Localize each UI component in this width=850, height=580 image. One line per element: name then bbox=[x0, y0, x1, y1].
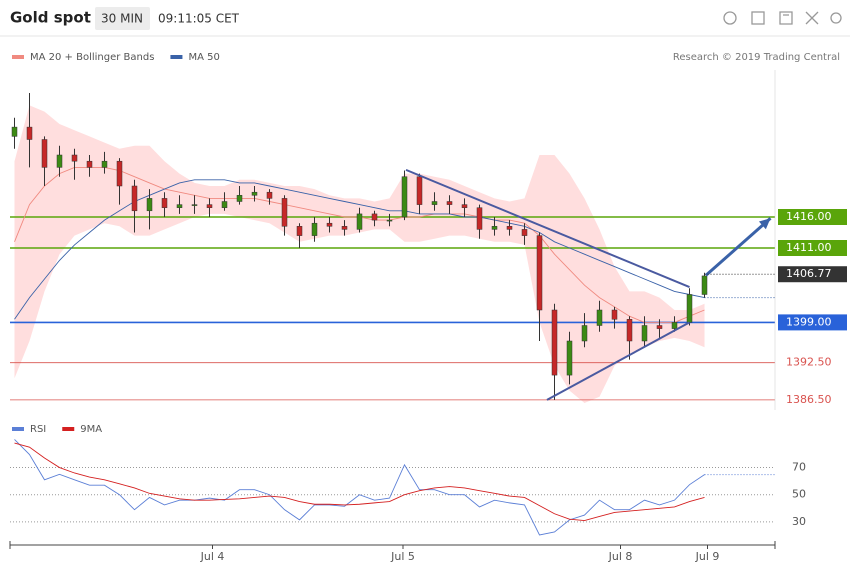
indicator-line bbox=[14, 442, 705, 521]
candle-body bbox=[596, 309, 603, 326]
candle-body bbox=[341, 226, 348, 230]
candle-body bbox=[161, 198, 168, 208]
candle-body bbox=[266, 191, 273, 199]
level-label: 1411.00 bbox=[786, 241, 832, 254]
level-label: 1386.50 bbox=[786, 393, 832, 406]
candle-body bbox=[101, 160, 108, 168]
candle-body bbox=[191, 204, 198, 206]
last-price-label: 1406.77 bbox=[786, 267, 832, 280]
y-tick-label: 50 bbox=[792, 488, 806, 501]
legend-label: MA 20 + Bollinger Bands bbox=[30, 52, 154, 63]
legend-swatch bbox=[62, 427, 75, 431]
projection-arrowhead bbox=[758, 218, 771, 230]
candle-body bbox=[656, 325, 663, 329]
legend-swatch bbox=[12, 55, 24, 59]
trendline bbox=[405, 168, 690, 288]
ma-line bbox=[14, 179, 705, 320]
indicator-line bbox=[14, 439, 705, 536]
interval[interactable]: 30 MIN bbox=[101, 12, 143, 26]
legend-label: MA 50 bbox=[188, 52, 219, 63]
candle-body bbox=[146, 198, 153, 212]
candle-body bbox=[401, 176, 408, 218]
candle-body bbox=[506, 226, 513, 230]
candle-body bbox=[131, 185, 138, 212]
level-tag bbox=[778, 314, 847, 331]
candle-body bbox=[326, 222, 333, 227]
candle-body bbox=[446, 201, 453, 205]
candle-body bbox=[356, 213, 363, 230]
legend-swatch bbox=[170, 55, 183, 59]
candle-body bbox=[416, 176, 423, 205]
candle-body bbox=[461, 204, 468, 208]
x-tick-label: Jul 9 bbox=[695, 550, 720, 563]
instrument-title: Gold spot bbox=[10, 9, 91, 27]
candle-body bbox=[26, 126, 33, 140]
y-tick-label: 30 bbox=[792, 515, 806, 528]
candle-body bbox=[281, 198, 288, 227]
candle-body bbox=[251, 191, 258, 196]
level-tag bbox=[778, 209, 847, 225]
level-label: 1416.00 bbox=[786, 210, 832, 223]
candle-body bbox=[551, 309, 558, 376]
toolbar-icons[interactable] bbox=[723, 11, 842, 25]
projection-arrow bbox=[705, 217, 772, 277]
candle-body bbox=[671, 322, 678, 329]
last-price-tag bbox=[778, 266, 847, 283]
candle-body bbox=[581, 325, 588, 342]
candle-body bbox=[491, 226, 498, 230]
candle-body bbox=[371, 213, 378, 221]
candle-body bbox=[176, 204, 183, 208]
x-tick-label: Jul 8 bbox=[608, 550, 633, 563]
candle-body bbox=[686, 294, 693, 323]
interval-box[interactable] bbox=[95, 7, 150, 30]
x-tick-label: Jul 5 bbox=[390, 550, 415, 563]
legend-label: 9MA bbox=[80, 424, 102, 435]
candle-body bbox=[311, 222, 318, 236]
candle-body bbox=[71, 154, 78, 162]
candle-body bbox=[701, 275, 708, 295]
x-tick-label: Jul 4 bbox=[200, 550, 225, 563]
candle-body bbox=[11, 126, 18, 137]
trendline bbox=[546, 321, 690, 401]
candle-body bbox=[296, 226, 303, 236]
level-label: 1399.00 bbox=[786, 315, 832, 328]
candle-body bbox=[386, 219, 393, 222]
candle-body bbox=[626, 319, 633, 342]
legend-label: RSI bbox=[30, 424, 46, 435]
timestamp: 09:11:05 CET bbox=[158, 12, 240, 26]
legend-swatch bbox=[12, 427, 24, 431]
candle-body bbox=[41, 139, 48, 168]
candle-body bbox=[536, 235, 543, 311]
level-label: 1392.50 bbox=[786, 356, 832, 369]
candle-body bbox=[236, 195, 243, 202]
candle-body bbox=[476, 207, 483, 230]
candle-body bbox=[521, 229, 528, 236]
y-tick-label: 70 bbox=[792, 461, 806, 474]
credit: Research © 2019 Trading Central bbox=[673, 52, 840, 63]
candle-body bbox=[56, 154, 63, 168]
candle-body bbox=[86, 160, 93, 168]
candle-body bbox=[641, 325, 648, 342]
candle-body bbox=[431, 201, 438, 205]
candle-body bbox=[116, 160, 123, 187]
candle-body bbox=[221, 201, 228, 208]
candle-body bbox=[566, 340, 573, 376]
bollinger-band bbox=[14, 105, 705, 404]
candle-body bbox=[206, 204, 213, 208]
level-tag bbox=[778, 240, 847, 256]
candle-body bbox=[611, 309, 618, 320]
